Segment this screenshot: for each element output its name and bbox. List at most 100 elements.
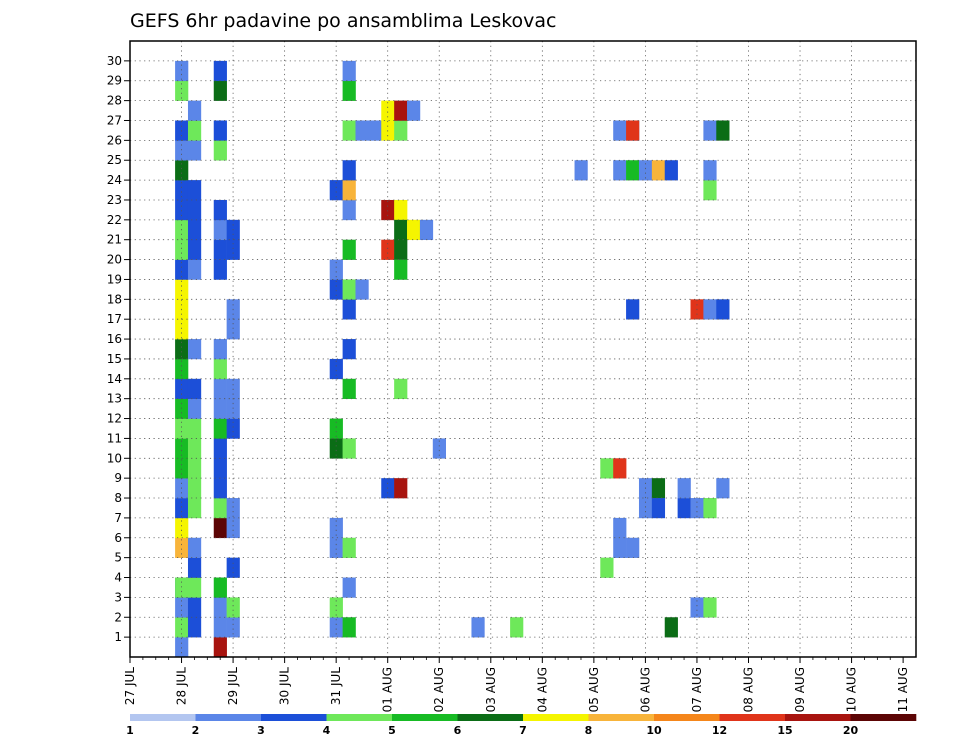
cell-8 (187, 557, 202, 578)
cell-97 (342, 299, 356, 320)
y-tick-label-29: 29 (107, 74, 122, 88)
x-tick-label-14: 10 AUG (845, 667, 859, 712)
y-tick-label-21: 21 (107, 233, 122, 247)
cell-110 (342, 80, 356, 101)
y-tick-label-8: 8 (114, 491, 122, 505)
cell-68 (213, 378, 227, 399)
cell-17 (187, 458, 202, 479)
colorbar-swatch-7 (588, 714, 655, 721)
cell-131 (574, 160, 588, 181)
cell-57 (213, 517, 227, 539)
cell-115 (394, 100, 408, 121)
cell-1 (175, 617, 189, 638)
cell-117 (394, 199, 408, 221)
y-tick-label-16: 16 (107, 332, 122, 346)
cell-135 (626, 160, 640, 181)
cell-101 (329, 259, 343, 280)
y-tick-label-10: 10 (107, 451, 122, 465)
cell-120 (419, 219, 434, 241)
cell-46 (187, 120, 202, 141)
y-tick-label-4: 4 (114, 571, 122, 585)
cell-103 (342, 199, 356, 221)
cell-16 (175, 458, 189, 479)
y-tick-label-17: 17 (107, 312, 122, 326)
cell-147 (651, 478, 666, 499)
cell-122 (394, 239, 408, 260)
y-tick-label-15: 15 (107, 352, 122, 366)
cell-34 (175, 239, 189, 260)
cell-51 (213, 617, 227, 638)
y-tick-label-28: 28 (107, 94, 122, 108)
cell-79 (213, 199, 227, 221)
y-tick-label-2: 2 (114, 610, 122, 624)
cell-82 (213, 80, 227, 101)
colorbar-swatch-10 (785, 714, 851, 721)
cell-31 (175, 279, 189, 300)
cell-164 (716, 120, 730, 141)
colorbar-swatch-3 (326, 714, 393, 721)
cell-109 (368, 120, 382, 141)
cell-99 (342, 279, 356, 300)
cell-87 (342, 577, 356, 598)
cell-39 (187, 199, 202, 221)
cell-94 (329, 358, 343, 380)
x-axis-ticks: 27 JUL 28 JUL 29 JUL 30 JUL 31 JUL 01 AUG 02 A… (123, 657, 910, 712)
cell-143 (613, 517, 627, 539)
colorbar: 1 2 3 4 5 6 7 8 10 12 15 20 (126, 714, 917, 737)
y-tick-label-6: 6 (114, 531, 122, 545)
cell-160 (716, 299, 730, 320)
cell-92 (342, 438, 356, 459)
cell-59 (213, 498, 227, 519)
cells-layer (175, 60, 730, 658)
cell-12 (175, 498, 189, 519)
colorbar-label-3: 4 (323, 724, 331, 737)
y-axis-ticks: 1234567891011121314151617181920212223242… (107, 54, 130, 644)
cell-83 (213, 60, 227, 82)
cell-25 (187, 378, 202, 399)
cell-23 (187, 398, 202, 419)
colorbar-swatch-2 (261, 714, 327, 721)
cell-53 (213, 597, 227, 618)
y-tick-label-7: 7 (114, 511, 122, 525)
cell-29 (175, 319, 189, 340)
x-tick-label-15: 11 AUG (896, 667, 910, 712)
cell-77 (213, 219, 227, 241)
colorbar-label-0: 1 (126, 724, 134, 737)
cell-48 (175, 80, 189, 101)
cell-157 (703, 498, 717, 519)
y-tick-label-11: 11 (107, 431, 122, 445)
colorbar-label-2: 3 (257, 724, 265, 737)
cell-159 (703, 299, 717, 320)
cell-140 (600, 458, 614, 479)
y-tick-label-12: 12 (107, 412, 122, 426)
cell-43 (175, 140, 189, 161)
cell-75 (213, 239, 227, 260)
cell-125 (394, 478, 408, 499)
cell-54 (226, 597, 240, 618)
cell-106 (342, 160, 356, 181)
cell-61 (213, 478, 227, 499)
y-tick-label-25: 25 (107, 153, 122, 167)
x-tick-label-0: 27 JUL (123, 667, 137, 705)
cell-100 (355, 279, 369, 300)
cell-154 (690, 597, 704, 618)
y-tick-label-24: 24 (107, 173, 122, 187)
cell-63 (213, 438, 227, 459)
cell-130 (510, 617, 524, 638)
cell-142 (600, 557, 614, 578)
cell-144 (613, 537, 627, 558)
cell-96 (342, 339, 356, 360)
colorbar-swatch-5 (457, 714, 524, 721)
cell-27 (175, 339, 189, 360)
cell-20 (175, 418, 189, 439)
cell-114 (394, 120, 408, 141)
cell-3 (175, 597, 189, 618)
colorbar-label-5: 6 (454, 724, 462, 737)
cell-50 (213, 637, 227, 658)
cell-15 (187, 478, 202, 499)
colorbar-swatch-8 (654, 714, 720, 721)
cell-28 (187, 339, 202, 360)
cell-148 (638, 498, 653, 519)
cell-33 (187, 259, 202, 280)
cell-118 (394, 219, 408, 241)
